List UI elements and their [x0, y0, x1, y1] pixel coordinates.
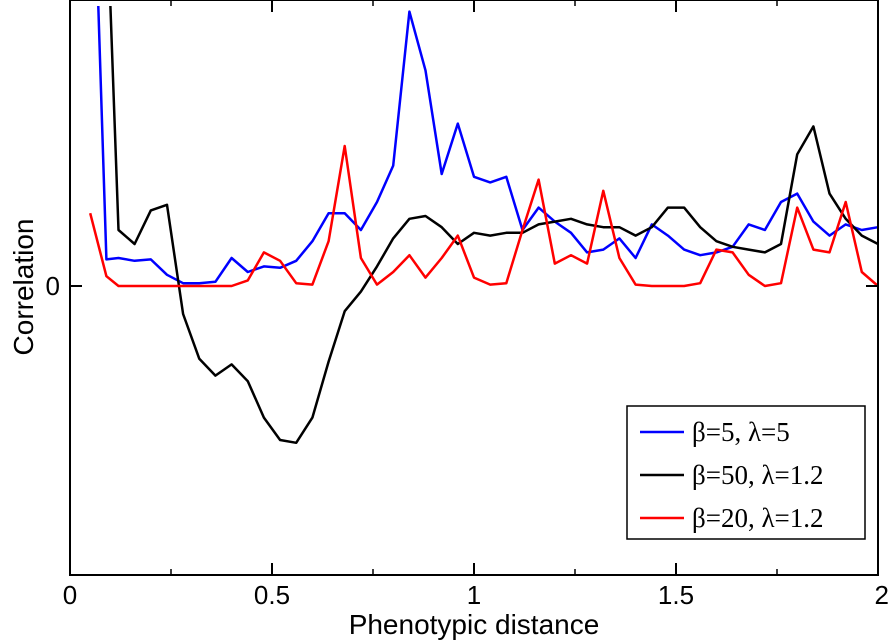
legend-label-1: β=5, λ=5: [692, 417, 790, 447]
axis-ticks: 0 0.5 1 1.5 2 0: [46, 0, 889, 610]
legend-label-2: β=50, λ=1.2: [692, 460, 824, 490]
legend-label-3: β=20, λ=1.2: [692, 503, 824, 533]
series-line-2: [109, 5, 879, 445]
x-tick-label: 0.5: [254, 580, 290, 610]
y-tick-label: 0: [46, 271, 60, 301]
series-line-1: [97, 5, 879, 285]
legend: β=5, λ=5 β=50, λ=1.2 β=20, λ=1.2: [626, 405, 866, 540]
x-tick-label: 2: [875, 580, 889, 610]
x-axis-title: Phenotypic distance: [349, 609, 600, 640]
series-line-3: [88, 144, 879, 288]
y-axis-title: Correlation: [8, 219, 39, 356]
x-tick-label: 0: [63, 580, 77, 610]
plot-lines: [88, 5, 879, 445]
x-tick-label: 1.5: [658, 580, 694, 610]
x-tick-label: 1: [467, 580, 481, 610]
